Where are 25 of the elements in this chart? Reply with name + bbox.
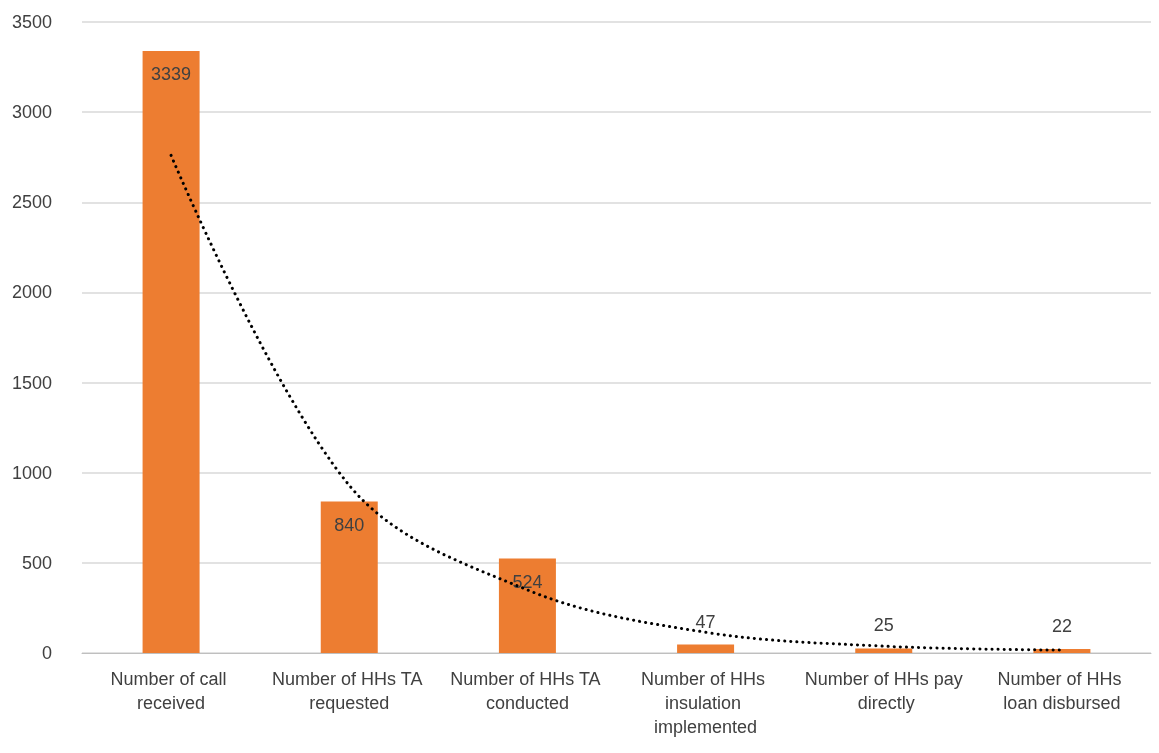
x-tick-label: Number of HHs TA conducted: [450, 669, 605, 713]
x-tick-label: Number of HHs loan disbursed: [997, 669, 1127, 713]
x-tick-label: Number of call received: [110, 669, 232, 713]
x-tick-label: Number of HHs insulation implemented: [641, 669, 771, 737]
bar: [320, 501, 378, 653]
bar: [855, 648, 913, 653]
data-label: 25: [873, 615, 894, 636]
bar: [498, 558, 556, 653]
bar: [142, 51, 200, 653]
y-tick-label: 3500: [11, 12, 52, 32]
y-tick-label: 0: [41, 643, 52, 663]
y-tick-label: 500: [21, 552, 52, 573]
data-label: 840: [334, 514, 365, 535]
y-tick-label: 2500: [11, 192, 52, 213]
bar: [677, 644, 735, 653]
data-label: 47: [695, 611, 716, 632]
y-tick-label: 1000: [11, 462, 52, 483]
x-tick-label: Number of HHs pay directly: [804, 669, 963, 713]
y-tick-label: 3000: [11, 102, 52, 123]
data-label: 524: [512, 571, 543, 592]
data-label: 22: [1051, 616, 1072, 637]
x-tick-label: Number of HHs TA requested: [272, 669, 427, 713]
y-tick-label: 2000: [11, 282, 52, 303]
y-tick-label: 1500: [11, 372, 52, 393]
data-label: 3339: [151, 64, 192, 85]
